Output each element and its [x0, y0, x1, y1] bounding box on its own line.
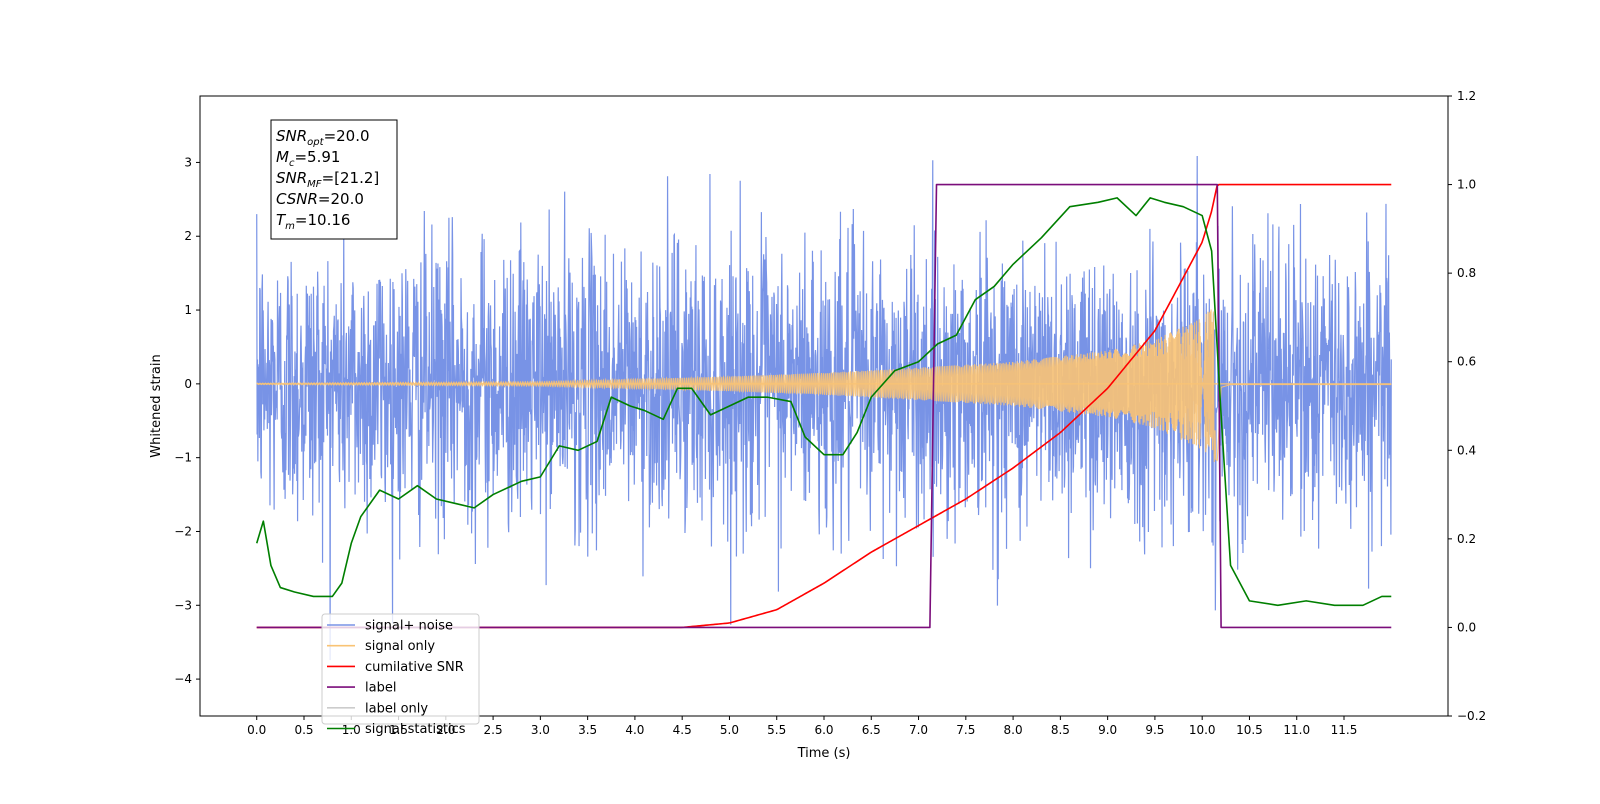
legend-frame: [321, 613, 480, 725]
x-tick-label: 5.0: [720, 723, 739, 737]
y2-tick-label: 1.2: [1457, 89, 1476, 103]
y2-tick-label: 0.8: [1457, 266, 1476, 280]
y-tick-label: −2: [174, 524, 192, 538]
annotation-line: SNRopt=20.0: [276, 127, 370, 148]
annotation-line: SNRMF=[21.2]: [276, 169, 379, 190]
x-tick-label: 9.5: [1145, 723, 1164, 737]
x-tick-label: 7.5: [956, 723, 975, 737]
annotation-line: CSNR=20.0: [276, 190, 364, 208]
annotation-line: Mc=5.91: [276, 148, 340, 169]
x-axis-label: Time (s): [797, 746, 851, 761]
legend-label: cumilative SNR: [365, 660, 464, 675]
x-tick-label: 3.5: [578, 723, 597, 737]
series-label: [256, 183, 1392, 629]
x-tick-label: 10.0: [1189, 723, 1216, 737]
x-tick-label: 2.0: [436, 723, 455, 737]
x-tick-label: 1.0: [342, 723, 361, 737]
y-tick-label: 0: [184, 377, 192, 391]
x-tick-label: 0.5: [294, 723, 313, 737]
x-tick-label: 5.5: [767, 723, 786, 737]
x-tick-label: 6.0: [814, 723, 833, 737]
x-tick-label: 2.5: [484, 723, 503, 737]
y2-tick-label: 0.0: [1457, 620, 1476, 634]
annotation-line: Tm=10.16: [276, 211, 350, 232]
y-tick-label: −3: [174, 598, 192, 612]
x-tick-label: 8.0: [1004, 723, 1023, 737]
y-tick-label: −4: [174, 672, 192, 686]
y-axis-left: −4 −3 −2 −1 0 1 2 3: [174, 155, 200, 686]
legend-label: signal only: [365, 639, 435, 654]
x-tick-label: 11.0: [1283, 723, 1310, 737]
y-axis-label: Whitened strain: [149, 354, 164, 457]
y-tick-label: 1: [184, 303, 192, 317]
x-tick-label: 7.0: [909, 723, 928, 737]
x-tick-label: 8.5: [1051, 723, 1070, 737]
x-tick-label: 6.5: [862, 723, 881, 737]
y2-tick-label: 0.6: [1457, 355, 1476, 369]
x-tick-label: 11.5: [1331, 723, 1358, 737]
series-layer: [255, 155, 1392, 661]
y2-tick-label: 0.2: [1457, 532, 1476, 546]
x-tick-label: 9.0: [1098, 723, 1117, 737]
legend-label: label only: [365, 701, 428, 716]
y-axis-right: −0.2 0.0 0.2 0.4 0.6 0.8 1.0 1.2: [1448, 89, 1486, 723]
y2-tick-label: 0.4: [1457, 443, 1476, 457]
series-signal-statistics: [255, 197, 1392, 607]
y2-tick-label: −0.2: [1457, 709, 1486, 723]
x-axis: 0.0 0.5 1.0 1.5 2.0 2.5 3.0 3.5 4.0 4.5 5.0 5.5 6.0 6…: [247, 716, 1357, 737]
x-tick-label: 4.0: [625, 723, 644, 737]
legend-label: label: [365, 681, 396, 696]
x-tick-label: 0.0: [247, 723, 266, 737]
x-tick-label: 3.0: [531, 723, 550, 737]
x-tick-label: 10.5: [1236, 723, 1263, 737]
y-tick-label: −1: [174, 451, 192, 465]
y-tick-label: 3: [184, 155, 192, 169]
x-tick-label: 4.5: [673, 723, 692, 737]
legend-label: signal statistics: [365, 722, 466, 737]
x-tick-label: 1.5: [389, 723, 408, 737]
legend: signal+ noise signal only cumilative SNR la…: [321, 613, 480, 737]
legend-label: signal+ noise: [365, 619, 453, 634]
y2-tick-label: 1.0: [1457, 178, 1476, 192]
y-tick-label: 2: [184, 229, 192, 243]
